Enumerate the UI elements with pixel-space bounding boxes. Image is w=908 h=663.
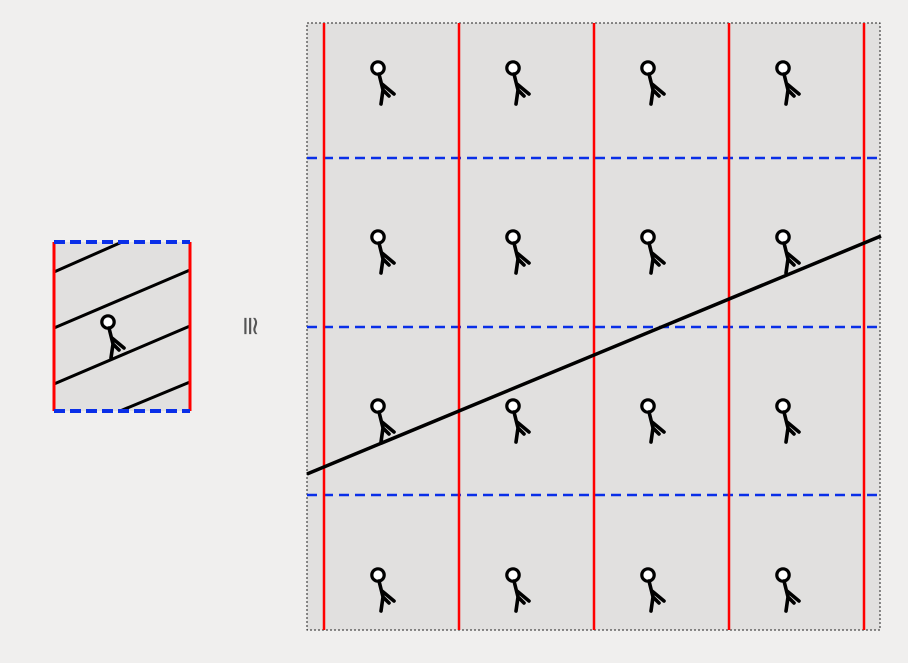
- tiled-grid: [307, 23, 881, 630]
- fundamental-tile: [54, 242, 190, 411]
- congruence-symbol: ≅: [236, 312, 264, 340]
- tile-background: [54, 242, 190, 411]
